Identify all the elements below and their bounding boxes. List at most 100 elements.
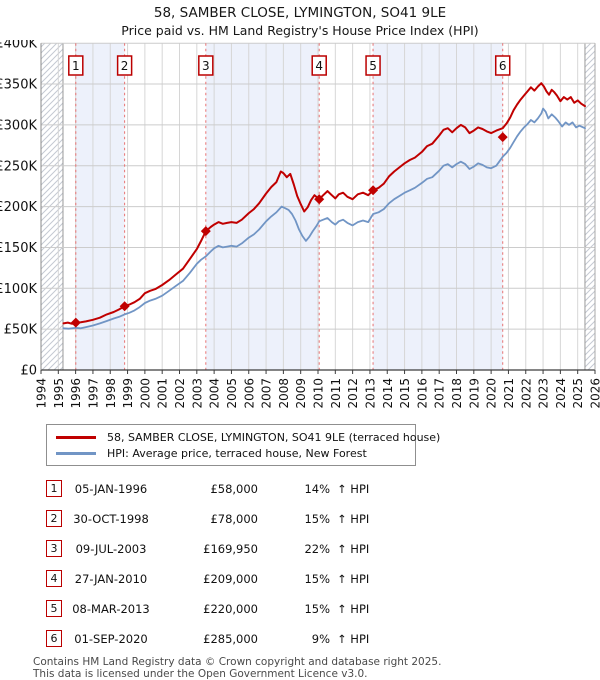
x-axis-label: 2003: [190, 378, 204, 409]
sale-marker-2: [119, 301, 130, 312]
sale-number-2: 2: [121, 59, 129, 73]
x-axis-label: 2008: [277, 378, 291, 409]
y-axis-label: £400K: [0, 40, 37, 52]
x-axis-label: 2017: [433, 378, 447, 409]
sale-number-6: 6: [499, 59, 507, 73]
x-axis-label: 1994: [35, 378, 49, 409]
sale-number-4: 4: [315, 59, 323, 73]
x-axis-label: 2000: [138, 378, 152, 409]
sale-number-badge: 6: [46, 630, 62, 647]
sale-row-3: 3 09-JUL-2003 £169,950 22% ↑ HPI: [0, 534, 600, 564]
sale-date: 08-MAR-2013: [72, 602, 150, 616]
sale-marker-5: [368, 185, 379, 196]
x-axis-label: 2001: [156, 378, 170, 409]
sale-number-box-2: [116, 55, 133, 76]
x-axis-label: 2007: [260, 378, 274, 409]
sale-number-badge: 3: [46, 540, 62, 557]
legend-hpi-label: HPI: Average price, terraced house, New …: [107, 446, 367, 460]
sale-number-1: 1: [72, 59, 80, 73]
x-axis-label: 2005: [225, 378, 239, 409]
x-axis-label: 2016: [415, 378, 429, 409]
y-axis-label: £100K: [0, 282, 37, 297]
x-axis-label: 2010: [312, 378, 326, 409]
sale-number-5: 5: [369, 59, 377, 73]
sale-row-5: 5 08-MAR-2013 £220,000 15% ↑ HPI: [0, 594, 600, 624]
sale-marker-6: [497, 132, 508, 143]
x-axis-label: 1995: [52, 378, 66, 409]
x-axis-label: 2012: [346, 378, 360, 409]
x-axis-label: 1998: [104, 378, 118, 409]
sale-row-2: 2 30-OCT-1998 £78,000 15% ↑ HPI: [0, 504, 600, 534]
sale-number-badge: 5: [46, 600, 62, 617]
sale-vs-hpi-percent: 15%: [304, 602, 330, 616]
page-subtitle: Price paid vs. HM Land Registry's House …: [121, 23, 479, 38]
footer-line-1: Contains HM Land Registry data © Crown c…: [33, 656, 442, 668]
sale-number-box-5: [365, 55, 381, 76]
footer-line-2: This data is licensed under the Open Gov…: [33, 667, 368, 680]
x-axis-label: 2018: [450, 378, 464, 409]
x-axis-label: 2002: [173, 378, 187, 409]
x-axis-label: 2015: [398, 378, 412, 409]
y-axis-label: £200K: [0, 200, 37, 215]
sale-vs-hpi-direction: ↑ HPI: [337, 602, 370, 616]
x-axis-label: 1999: [121, 378, 135, 409]
sale-number-badge: 4: [46, 570, 62, 587]
sale-vs-hpi-percent: 9%: [311, 632, 330, 646]
sale-row-6: 6 01-SEP-2020 £285,000 9% ↑ HPI: [0, 624, 600, 654]
sale-row-4: 4 27-JAN-2010 £209,000 15% ↑ HPI: [0, 564, 600, 594]
sale-marker-3: [200, 226, 211, 237]
x-axis-label: 2021: [502, 378, 516, 409]
x-axis-label: 1997: [86, 378, 100, 409]
hpi-line-swatch: [56, 451, 96, 455]
sale-number-box-6: [494, 55, 511, 76]
sale-vs-hpi-direction: ↑ HPI: [337, 542, 370, 556]
property-line-swatch: [56, 435, 96, 439]
x-axis-label: 2011: [329, 378, 343, 409]
sale-marker-1: [70, 317, 81, 328]
x-axis-label: 2023: [537, 378, 551, 409]
sale-price: £78,000: [210, 512, 258, 526]
page-title: 58, SAMBER CLOSE, LYMINGTON, SO41 9LE: [153, 5, 447, 21]
license-footer: Contains HM Land Registry data © Crown c…: [33, 656, 600, 680]
sale-number-badge: 2: [46, 510, 62, 527]
x-axis-label: 2024: [554, 378, 568, 409]
sale-vs-hpi-direction: ↑ HPI: [337, 632, 370, 646]
sale-date: 05-JAN-1996: [74, 482, 148, 496]
x-axis-label: 2022: [519, 378, 533, 409]
sale-price: £285,000: [203, 632, 258, 646]
chart-legend: 58, SAMBER CLOSE, LYMINGTON, SO41 9LE (t…: [46, 424, 440, 466]
sale-number-box-3: [198, 55, 214, 76]
sale-number-box-1: [68, 55, 84, 76]
sale-date: 30-OCT-1998: [73, 512, 149, 526]
sale-date: 09-JUL-2003: [75, 542, 147, 556]
x-axis-label: 2004: [208, 378, 222, 409]
x-axis-label: 2014: [381, 378, 395, 409]
legend-row-hpi: HPI: Average price, terraced house, New …: [56, 445, 409, 461]
chart-header: 58, SAMBER CLOSE, LYMINGTON, SO41 9LE Pr…: [0, 0, 600, 40]
sale-number-box-4: [311, 55, 327, 76]
x-axis-label: 2019: [467, 378, 481, 409]
property-price-line: [62, 82, 586, 325]
sales-table: 1 05-JAN-1996 £58,000 14% ↑ HPI 2 30-OCT-1998 £…: [0, 474, 600, 654]
y-axis-label: £50K: [4, 323, 38, 338]
sale-vs-hpi-percent: 14%: [304, 482, 330, 496]
sale-vs-hpi-direction: ↑ HPI: [337, 572, 370, 586]
sale-number-badge: 1: [46, 480, 62, 497]
x-axis-label: 2026: [589, 378, 600, 409]
y-axis-label: £0: [20, 364, 37, 379]
sale-vs-hpi-direction: ↑ HPI: [337, 482, 370, 496]
x-axis-label: 2025: [571, 378, 585, 409]
x-axis-label: 2013: [363, 378, 377, 409]
sale-date: 01-SEP-2020: [74, 632, 148, 646]
sale-vs-hpi-percent: 22%: [304, 542, 330, 556]
x-axis-label: 1996: [69, 378, 83, 409]
y-axis-label: £150K: [0, 241, 37, 256]
sale-price: £58,000: [210, 482, 258, 496]
sale-vs-hpi-percent: 15%: [304, 572, 330, 586]
x-axis-label: 2009: [294, 378, 308, 409]
y-axis-label: £250K: [0, 159, 37, 174]
sale-vs-hpi-percent: 15%: [304, 512, 330, 526]
price-history-chart: £0 £50K £100K £150K £200K £250K £300K £350K £400…: [0, 40, 600, 409]
hpi-line: [62, 107, 586, 330]
y-axis-label: £350K: [0, 78, 37, 93]
